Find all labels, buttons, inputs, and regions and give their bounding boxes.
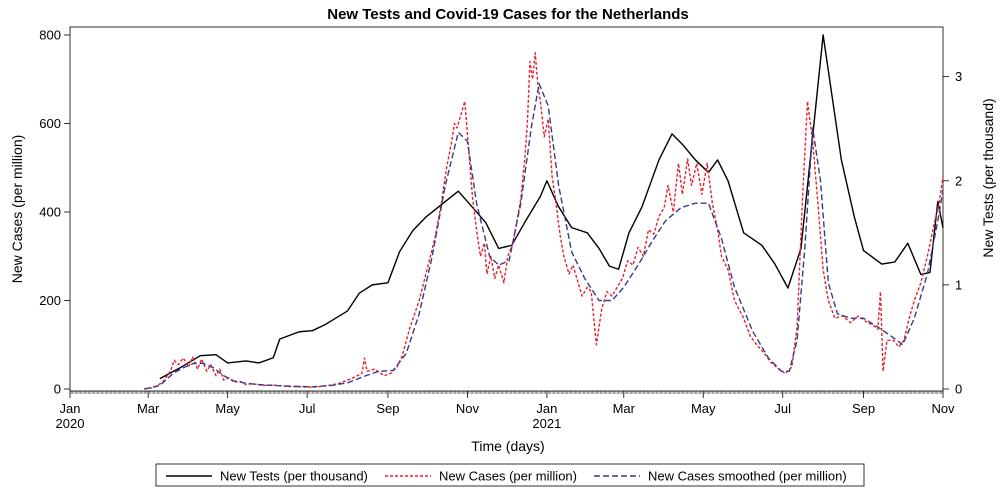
legend: New Tests (per thousand) New Cases (per m… <box>155 463 865 487</box>
x-tick-year-label: 2020 <box>56 416 85 431</box>
x-tick-label: Jul <box>299 401 316 416</box>
left-y-tick-label: 800 <box>39 28 61 43</box>
series-line-0 <box>159 34 944 380</box>
left-y-tick-label: 200 <box>39 293 61 308</box>
series-layer <box>144 34 944 390</box>
x-tick-label: Sep <box>852 401 875 416</box>
x-tick-year-label: 2021 <box>532 416 561 431</box>
x-tick-label: Nov <box>456 401 480 416</box>
series-line-1 <box>144 52 944 390</box>
x-tick-label: Sep <box>376 401 399 416</box>
x-axis-label: Time (days) <box>471 438 544 454</box>
legend-box <box>155 463 865 487</box>
legend-item-label: New Cases (per million) <box>439 469 577 484</box>
right-y-tick-label: 3 <box>955 69 962 84</box>
left-y-tick-label: 0 <box>54 382 61 397</box>
legend-item-label: New Cases smoothed (per million) <box>648 469 847 484</box>
legend-item-label: New Tests (per thousand) <box>220 469 368 484</box>
x-tick-label: Jan <box>60 401 81 416</box>
plot-frame <box>69 26 944 392</box>
left-y-axis-label: New Cases (per million) <box>9 135 25 284</box>
right-y-tick-label: 0 <box>955 382 962 397</box>
x-tick-label: Mar <box>613 401 636 416</box>
right-y-tick-label: 2 <box>955 173 962 188</box>
x-tick-label: Jul <box>774 401 791 416</box>
x-tick-label: May <box>215 401 240 416</box>
x-tick-label: Jan <box>536 401 557 416</box>
right-y-axis: 0 1 2 3 <box>943 69 962 397</box>
left-y-axis: 0 200 400 600 800 <box>39 28 70 397</box>
chart-title: New Tests and Covid-19 Cases for the Net… <box>327 6 689 23</box>
x-tick-label: Nov <box>931 401 955 416</box>
x-tick-label: May <box>691 401 716 416</box>
left-y-tick-label: 400 <box>39 205 61 220</box>
series-line-2 <box>144 82 944 390</box>
right-y-tick-label: 1 <box>955 277 962 292</box>
left-y-tick-label: 600 <box>39 116 61 131</box>
x-tick-label: Mar <box>137 401 160 416</box>
right-y-axis-label: New Tests (per thousand) <box>980 98 996 257</box>
x-minor-ticks <box>69 391 944 394</box>
